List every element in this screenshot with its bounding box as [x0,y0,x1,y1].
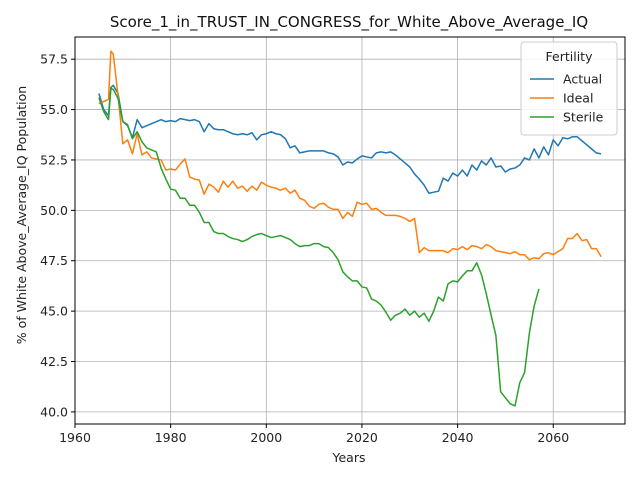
x-tick-label: 1960 [59,430,91,445]
legend-label-actual: Actual [563,72,602,87]
y-axis-label: % of White Above_Average_IQ Population [14,86,29,344]
x-tick-label: 2020 [346,430,378,445]
x-tick-label: 2060 [537,430,569,445]
legend-box [520,41,618,136]
x-axis-label: Years [332,450,366,465]
y-tick-label: 45.0 [40,304,68,319]
x-tick-label: 2040 [442,430,474,445]
y-tick-label: 57.5 [40,52,68,67]
legend-label-ideal: Ideal [563,91,593,106]
plot-frame [74,36,626,425]
y-tick-label: 55.0 [40,102,68,117]
x-tick-label: 1980 [155,430,187,445]
y-tick-label: 42.5 [40,354,68,369]
series-line-ideal [98,50,602,261]
y-axis: 40.0 42.5 45.0 47.5 50.0 52.5 55.0 57.5 [40,52,75,419]
y-tick-label: 47.5 [40,253,68,268]
y-tick-label: 40.0 [40,404,68,419]
legend: Fertility Actual Ideal Sterile [520,41,618,136]
legend-title: Fertility [546,49,594,64]
series-line-sterile [98,87,540,407]
y-tick-label: 52.5 [40,152,68,167]
x-tick-label: 2000 [250,430,282,445]
series-layer [98,50,602,407]
x-axis: 1960 1980 2000 2020 2040 2060 [59,424,569,445]
series-line-actual [98,84,602,194]
y-tick-label: 50.0 [40,203,68,218]
chart-title: Score_1_in_TRUST_IN_CONGRESS_for_White_A… [110,13,588,32]
legend-label-sterile: Sterile [563,110,604,125]
legend-items: Actual Ideal Sterile [530,72,604,125]
